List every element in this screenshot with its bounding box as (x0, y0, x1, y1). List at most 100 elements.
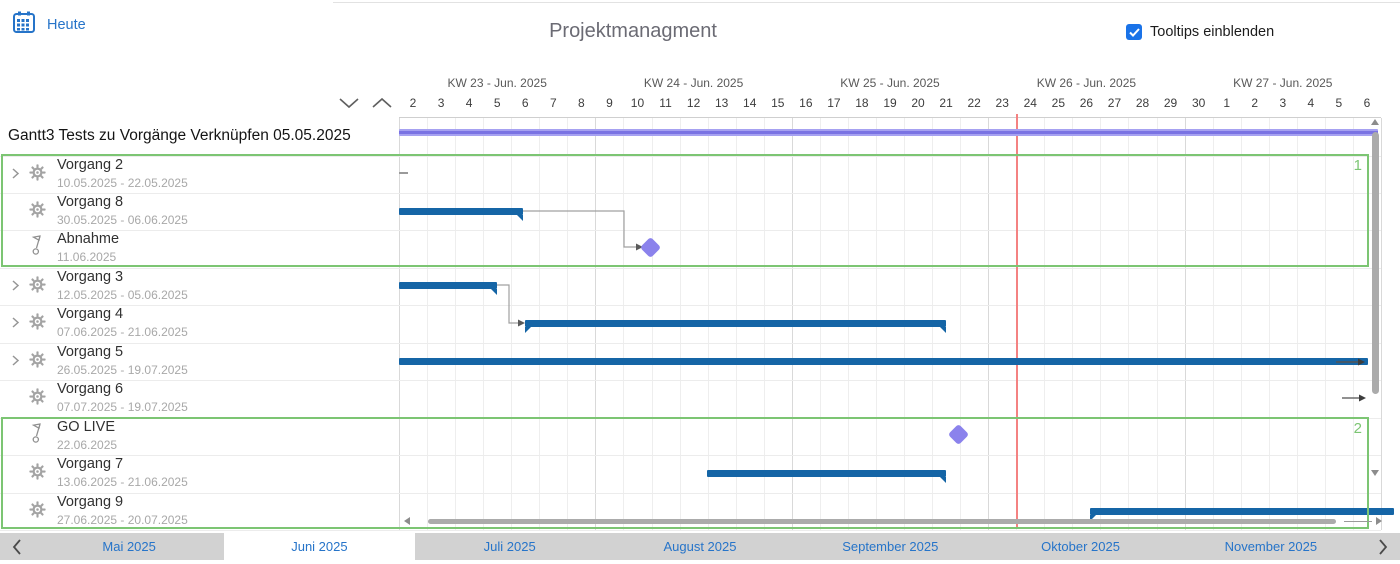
task-row-vorgang-4[interactable]: Vorgang 4 07.06.2025 - 21.06.2025 (0, 305, 398, 342)
day-header-6: 8 (578, 96, 585, 110)
day-header-16: 18 (855, 96, 869, 110)
day-header-20: 22 (967, 96, 981, 110)
month-tab-bar: Mai 2025 Juni 2025 Juli 2025 August 2025 Sep… (0, 533, 1400, 560)
month-tab-november-2025[interactable]: November 2025 (1224, 539, 1318, 554)
task-row-vorgang-9[interactable]: Vorgang 9 27.06.2025 - 20.07.2025 (0, 493, 398, 530)
month-tab-mai-2025[interactable]: Mai 2025 (102, 539, 156, 554)
today-button-label: Heute (47, 16, 86, 33)
day-header-34: 6 (1363, 96, 1371, 110)
task-row-vorgang-8[interactable]: Vorgang 8 30.05.2025 - 06.06.2025 (0, 193, 398, 230)
month-tab-oktober-2025[interactable]: Oktober 2025 (1041, 539, 1120, 554)
grid-line-day (399, 118, 400, 530)
collapse-all-icon[interactable] (338, 96, 360, 115)
grid-line-day (1352, 118, 1354, 530)
expand-chevron-icon[interactable] (11, 354, 20, 372)
tooltips-checkbox[interactable] (1126, 24, 1142, 40)
grid-line-day (1296, 118, 1298, 530)
row-separator (0, 305, 1381, 307)
task-row-vorgang-6[interactable]: Vorgang 6 07.07.2025 - 19.07.2025 (0, 380, 398, 417)
today-button[interactable]: Heute (12, 10, 86, 39)
grid-line-day (988, 118, 990, 530)
week-header-0: KW 23 - Jun. 2025 (447, 76, 547, 90)
week-header-2: KW 25 - Jun. 2025 (840, 76, 940, 90)
expand-all-icon[interactable] (371, 96, 393, 115)
milestone-flag-icon (29, 234, 46, 261)
expand-chevron-icon[interactable] (11, 167, 20, 185)
grid-line-day (1044, 118, 1046, 530)
task-row-vorgang-2[interactable]: Vorgang 2 10.05.2025 - 22.05.2025 (0, 156, 398, 193)
task-settings-gear-icon[interactable] (29, 388, 46, 410)
day-header-19: 21 (939, 96, 953, 110)
day-header-31: 3 (1279, 96, 1287, 110)
task-settings-gear-icon[interactable] (29, 201, 46, 223)
task-settings-gear-icon[interactable] (29, 163, 46, 186)
next-month-chevron[interactable] (1366, 533, 1400, 560)
vertical-scroll-down-arrow[interactable] (1371, 470, 1379, 476)
bar-end-notch (517, 215, 523, 221)
task-dates: 26.05.2025 - 19.07.2025 (57, 362, 188, 377)
task-row-abnahme[interactable]: Abnahme 11.06.2025 (0, 230, 398, 267)
day-header-5: 7 (549, 96, 557, 110)
month-tab-august-2025[interactable]: August 2025 (663, 539, 737, 554)
task-name: Vorgang 3 (57, 268, 124, 285)
grid-line-day (1381, 118, 1382, 530)
task-settings-gear-icon[interactable] (29, 463, 46, 485)
task-row-go-live[interactable]: GO LIVE 22.06.2025 (0, 418, 398, 455)
task-bar-vorgang-9[interactable] (1090, 508, 1394, 521)
expand-chevron-icon[interactable] (11, 316, 20, 334)
previous-month-chevron[interactable] (0, 533, 34, 560)
month-tab-september-2025[interactable]: September 2025 (842, 539, 939, 554)
milestone-diamond-go-live[interactable] (947, 423, 969, 445)
task-dates: 07.06.2025 - 21.06.2025 (57, 325, 188, 340)
expand-chevron-icon[interactable] (11, 279, 20, 297)
task-bar-vorgang-7[interactable] (707, 470, 946, 483)
day-header-17: 19 (883, 96, 897, 110)
task-bar-vorgang-3[interactable] (399, 282, 497, 295)
task-dates: 30.05.2025 - 06.06.2025 (57, 212, 188, 227)
task-row-vorgang-5[interactable]: Vorgang 5 26.05.2025 - 19.07.2025 (0, 343, 398, 380)
milestone-flag-icon (29, 422, 46, 449)
task-dates: 22.06.2025 (57, 437, 118, 452)
task-row-vorgang-3[interactable]: Vorgang 3 12.05.2025 - 05.06.2025 (0, 268, 398, 305)
task-settings-gear-icon[interactable] (29, 276, 46, 298)
day-header-14: 16 (799, 96, 813, 110)
day-header-3: 5 (493, 96, 501, 110)
vertical-scroll-up-arrow[interactable] (1371, 119, 1379, 125)
task-settings-gear-icon[interactable] (29, 351, 46, 373)
month-tab-juni-2025[interactable]: Juni 2025 (224, 533, 415, 560)
bar-end-notch (940, 477, 946, 483)
task-bar-vorgang-4[interactable] (525, 320, 946, 333)
day-header-18: 20 (911, 96, 925, 110)
grid-line-day (1156, 118, 1158, 530)
offscreen-task-arrow-vorgang-6 (1342, 394, 1366, 402)
milestone-diamond-abnahme[interactable] (639, 236, 661, 258)
bar-start-notch (525, 327, 531, 333)
day-header-30: 2 (1251, 96, 1259, 110)
task-settings-gear-icon[interactable] (29, 500, 46, 523)
horizontal-scroll-right-arrow[interactable] (1376, 517, 1382, 525)
tooltips-toggle[interactable]: Tooltips einblenden (1126, 24, 1274, 40)
project-summary-bar[interactable] (399, 129, 1378, 136)
task-row-vorgang-7[interactable]: Vorgang 7 13.06.2025 - 21.06.2025 (0, 455, 398, 492)
day-header-15: 17 (827, 96, 841, 110)
row-separator (0, 192, 1381, 194)
month-tab-juli-2025[interactable]: Juli 2025 (483, 539, 536, 554)
day-header-33: 5 (1335, 96, 1343, 110)
today-marker-line (1016, 114, 1018, 529)
tooltips-label: Tooltips einblenden (1150, 24, 1275, 40)
day-header-1: 3 (437, 96, 445, 110)
annotation-group-1-label: 1 (1353, 157, 1362, 174)
day-header-27: 29 (1163, 96, 1178, 110)
task-dates: 12.05.2025 - 05.06.2025 (57, 287, 188, 302)
row-separator (0, 530, 1381, 531)
task-settings-gear-icon[interactable] (29, 313, 46, 335)
task-bar-vorgang-8[interactable] (399, 208, 523, 221)
horizontal-scrollbar[interactable] (428, 519, 1336, 524)
task-dates: 27.06.2025 - 20.07.2025 (57, 512, 188, 527)
project-title-row[interactable]: Gantt3 Tests zu Vorgänge Verknüpfen 05.0… (8, 127, 351, 144)
task-bar-vorgang-5[interactable] (399, 358, 1368, 365)
row-separator (0, 342, 1381, 344)
vertical-scrollbar[interactable] (1372, 132, 1379, 394)
grid-line-day (1072, 118, 1074, 530)
horizontal-scroll-left-arrow[interactable] (404, 517, 410, 525)
